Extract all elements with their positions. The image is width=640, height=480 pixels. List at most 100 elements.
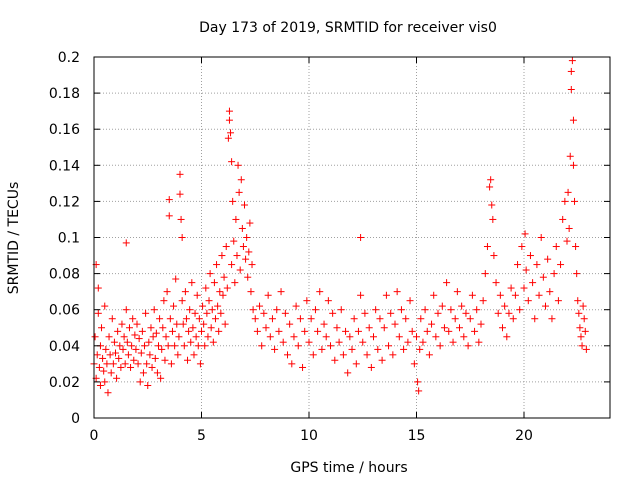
y-tick-label: 0.12	[49, 194, 80, 210]
data-point	[193, 291, 201, 299]
data-point	[135, 335, 143, 343]
y-tick-label: 0.2	[58, 50, 80, 66]
data-point	[554, 297, 562, 305]
data-point	[539, 273, 547, 281]
data-point	[189, 324, 197, 332]
data-point	[479, 297, 487, 305]
data-point	[387, 309, 395, 317]
data-point	[580, 315, 588, 323]
data-point	[130, 356, 138, 364]
data-point	[281, 309, 289, 317]
data-point	[571, 197, 579, 205]
data-point	[174, 351, 182, 359]
data-point	[568, 57, 576, 65]
data-point	[329, 309, 337, 317]
data-point	[142, 309, 150, 317]
data-point	[400, 345, 408, 353]
data-point	[213, 261, 221, 269]
data-point	[499, 324, 506, 332]
data-point	[488, 201, 496, 209]
data-point	[102, 345, 110, 353]
data-point	[462, 309, 470, 317]
data-point	[95, 363, 103, 371]
data-point	[118, 320, 126, 328]
data-point	[151, 354, 159, 362]
data-point	[112, 349, 119, 357]
data-point	[567, 85, 575, 93]
data-point	[533, 261, 541, 269]
data-point	[161, 356, 169, 364]
x-axis-label: GPS time / hours	[290, 460, 407, 476]
data-point	[496, 291, 504, 299]
data-point	[96, 382, 104, 390]
data-point	[284, 351, 291, 359]
data-point	[260, 309, 268, 317]
data-point	[239, 243, 247, 251]
data-point	[561, 197, 569, 205]
data-point	[220, 273, 228, 281]
data-point	[557, 261, 565, 269]
data-point	[184, 356, 192, 364]
data-point	[195, 315, 203, 323]
data-point	[303, 297, 311, 305]
data-point	[221, 320, 229, 328]
y-tick-label: 0.1	[58, 231, 80, 247]
data-point	[110, 338, 118, 346]
data-point	[146, 351, 154, 359]
data-point	[132, 345, 140, 353]
data-point	[374, 345, 382, 353]
data-point	[253, 327, 261, 335]
data-point	[173, 320, 181, 328]
data-point	[318, 345, 326, 353]
data-point	[408, 327, 416, 335]
data-point	[100, 367, 108, 375]
y-tick-label: 0	[71, 411, 80, 427]
data-point	[266, 333, 274, 341]
data-point	[468, 291, 476, 299]
data-point	[262, 324, 270, 332]
data-point	[518, 243, 526, 251]
data-point	[359, 338, 367, 346]
data-point	[166, 315, 174, 323]
data-point	[563, 237, 571, 245]
data-point	[410, 360, 418, 368]
data-point	[489, 215, 497, 223]
data-point	[432, 333, 440, 341]
data-point	[577, 333, 585, 341]
data-points	[90, 57, 590, 397]
y-tick-label: 0.02	[49, 375, 80, 391]
data-point	[242, 255, 250, 263]
data-point	[171, 342, 179, 350]
data-point	[149, 333, 157, 341]
data-point	[116, 342, 124, 350]
data-point	[428, 320, 436, 328]
x-tick-label: 10	[300, 428, 318, 444]
data-point	[421, 306, 429, 314]
data-point	[227, 129, 235, 137]
data-point	[191, 309, 199, 317]
data-point	[309, 351, 317, 359]
data-point	[228, 158, 236, 166]
data-point	[460, 333, 468, 341]
data-point	[114, 327, 122, 335]
data-point	[241, 201, 248, 209]
data-point	[201, 342, 209, 350]
data-point	[150, 306, 158, 314]
data-point	[544, 255, 552, 263]
y-axis-label: SRMTID / TECUs	[6, 182, 22, 295]
data-point	[91, 333, 99, 341]
data-point	[526, 252, 534, 260]
data-point	[182, 315, 190, 323]
data-point	[202, 284, 210, 292]
data-point	[344, 369, 352, 377]
data-point	[483, 243, 491, 251]
data-point	[288, 360, 296, 368]
data-point	[121, 360, 129, 368]
data-point	[546, 288, 554, 296]
data-point	[247, 288, 255, 296]
data-point	[567, 67, 575, 75]
data-point	[307, 315, 315, 323]
data-point	[104, 389, 112, 397]
data-point	[168, 327, 176, 335]
data-point	[158, 345, 166, 353]
